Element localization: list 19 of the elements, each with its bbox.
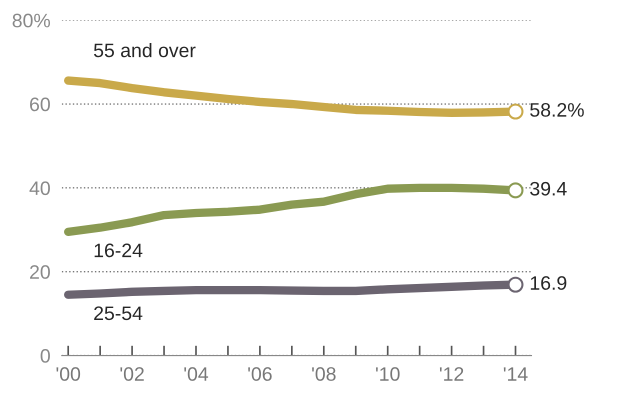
y-tick-label: 40	[30, 181, 50, 196]
data-label: 58.2%	[530, 103, 584, 117]
x-tick-label: '00	[56, 367, 80, 381]
x-tick-label: '08	[312, 367, 336, 381]
series-label: 25-54	[94, 306, 142, 320]
y-tick-label: 20	[30, 265, 50, 279]
y-tick-label: 0	[40, 348, 50, 363]
y-tick-label: 80%	[12, 14, 50, 28]
data-label: 16.9	[530, 276, 566, 290]
x-tick-label: '14	[504, 367, 528, 381]
data-label: 39.4	[530, 182, 567, 196]
x-tick-label: '02	[120, 367, 144, 381]
y-tick-label: 60	[30, 98, 50, 112]
x-tick-label: '04	[184, 367, 208, 381]
x-tick-label: '06	[248, 367, 272, 381]
series-label: 55 and over	[94, 42, 196, 58]
x-tick-label: '10	[376, 367, 400, 381]
series-label: 16-24	[94, 243, 142, 258]
x-tick-label: '12	[440, 367, 464, 381]
